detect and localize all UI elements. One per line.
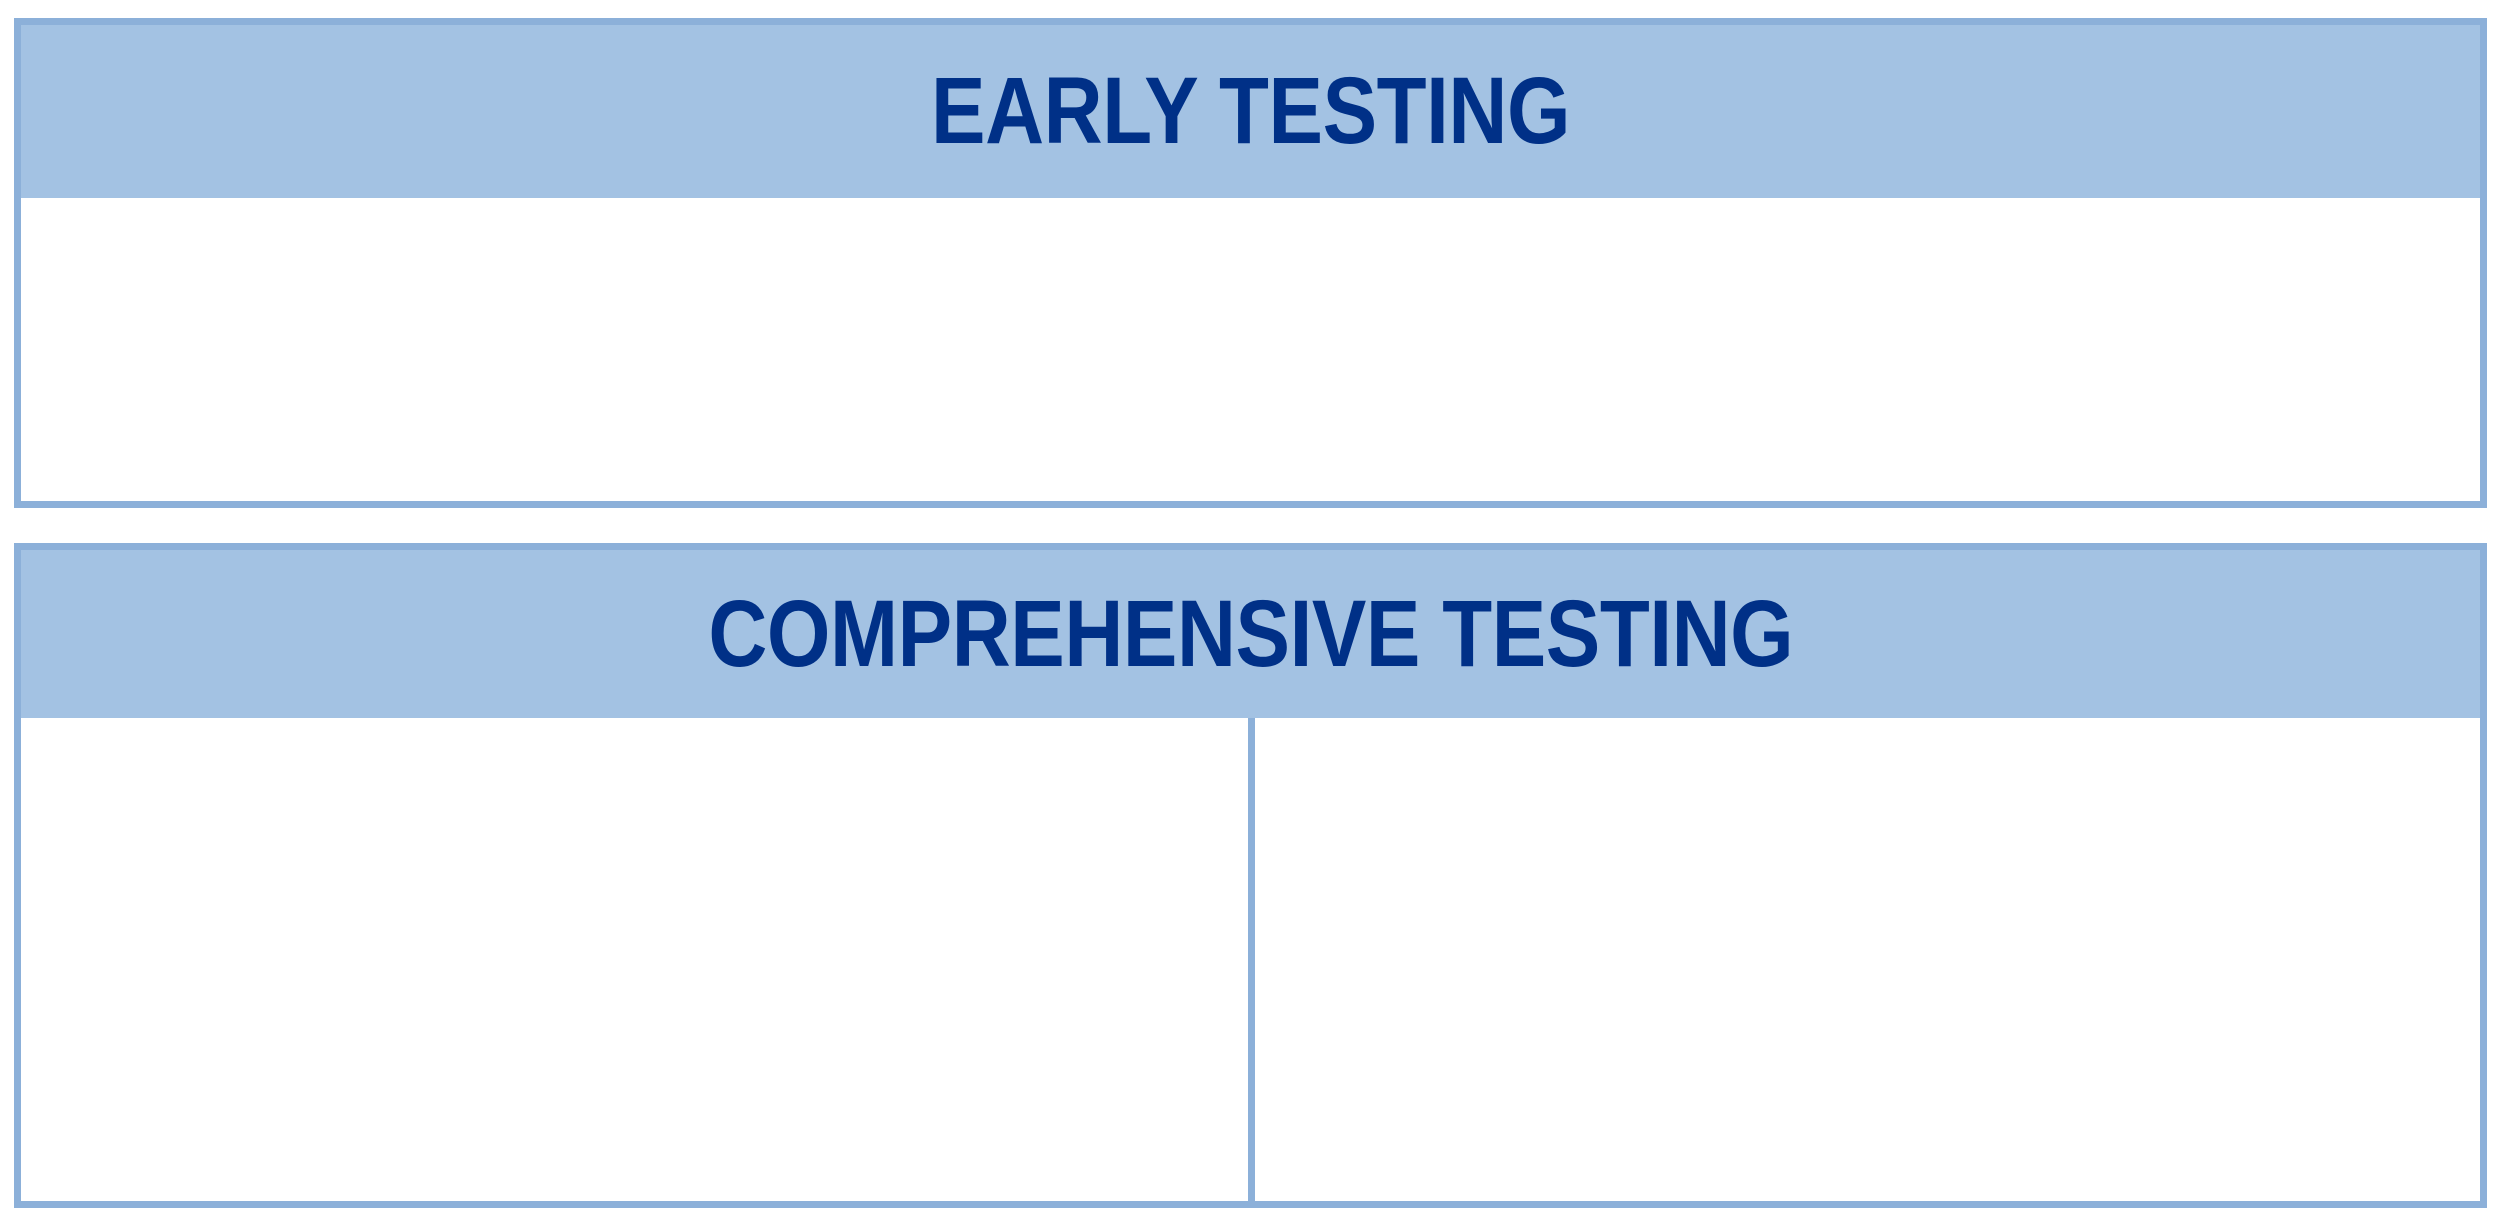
panel-early-testing-body: [21, 198, 2480, 501]
panel-comprehensive-testing-body: [21, 718, 2480, 1201]
panel-comprehensive-testing-header: COMPREHENSIVE TESTING: [21, 550, 2480, 718]
panel-comprehensive-testing-left-cell[interactable]: [21, 718, 1248, 1201]
panel-comprehensive-testing-title: COMPREHENSIVE TESTING: [708, 580, 1793, 687]
panel-comprehensive-testing-right-cell[interactable]: [1255, 718, 2480, 1201]
panel-early-testing-header: EARLY TESTING: [21, 25, 2480, 198]
panel-early-testing-content-cell[interactable]: [21, 198, 2480, 501]
panel-early-testing[interactable]: EARLY TESTING: [14, 18, 2487, 508]
panel-comprehensive-testing-column-divider: [1248, 718, 1255, 1201]
panel-comprehensive-testing[interactable]: COMPREHENSIVE TESTING: [14, 543, 2487, 1208]
panel-early-testing-title: EARLY TESTING: [930, 58, 1571, 164]
